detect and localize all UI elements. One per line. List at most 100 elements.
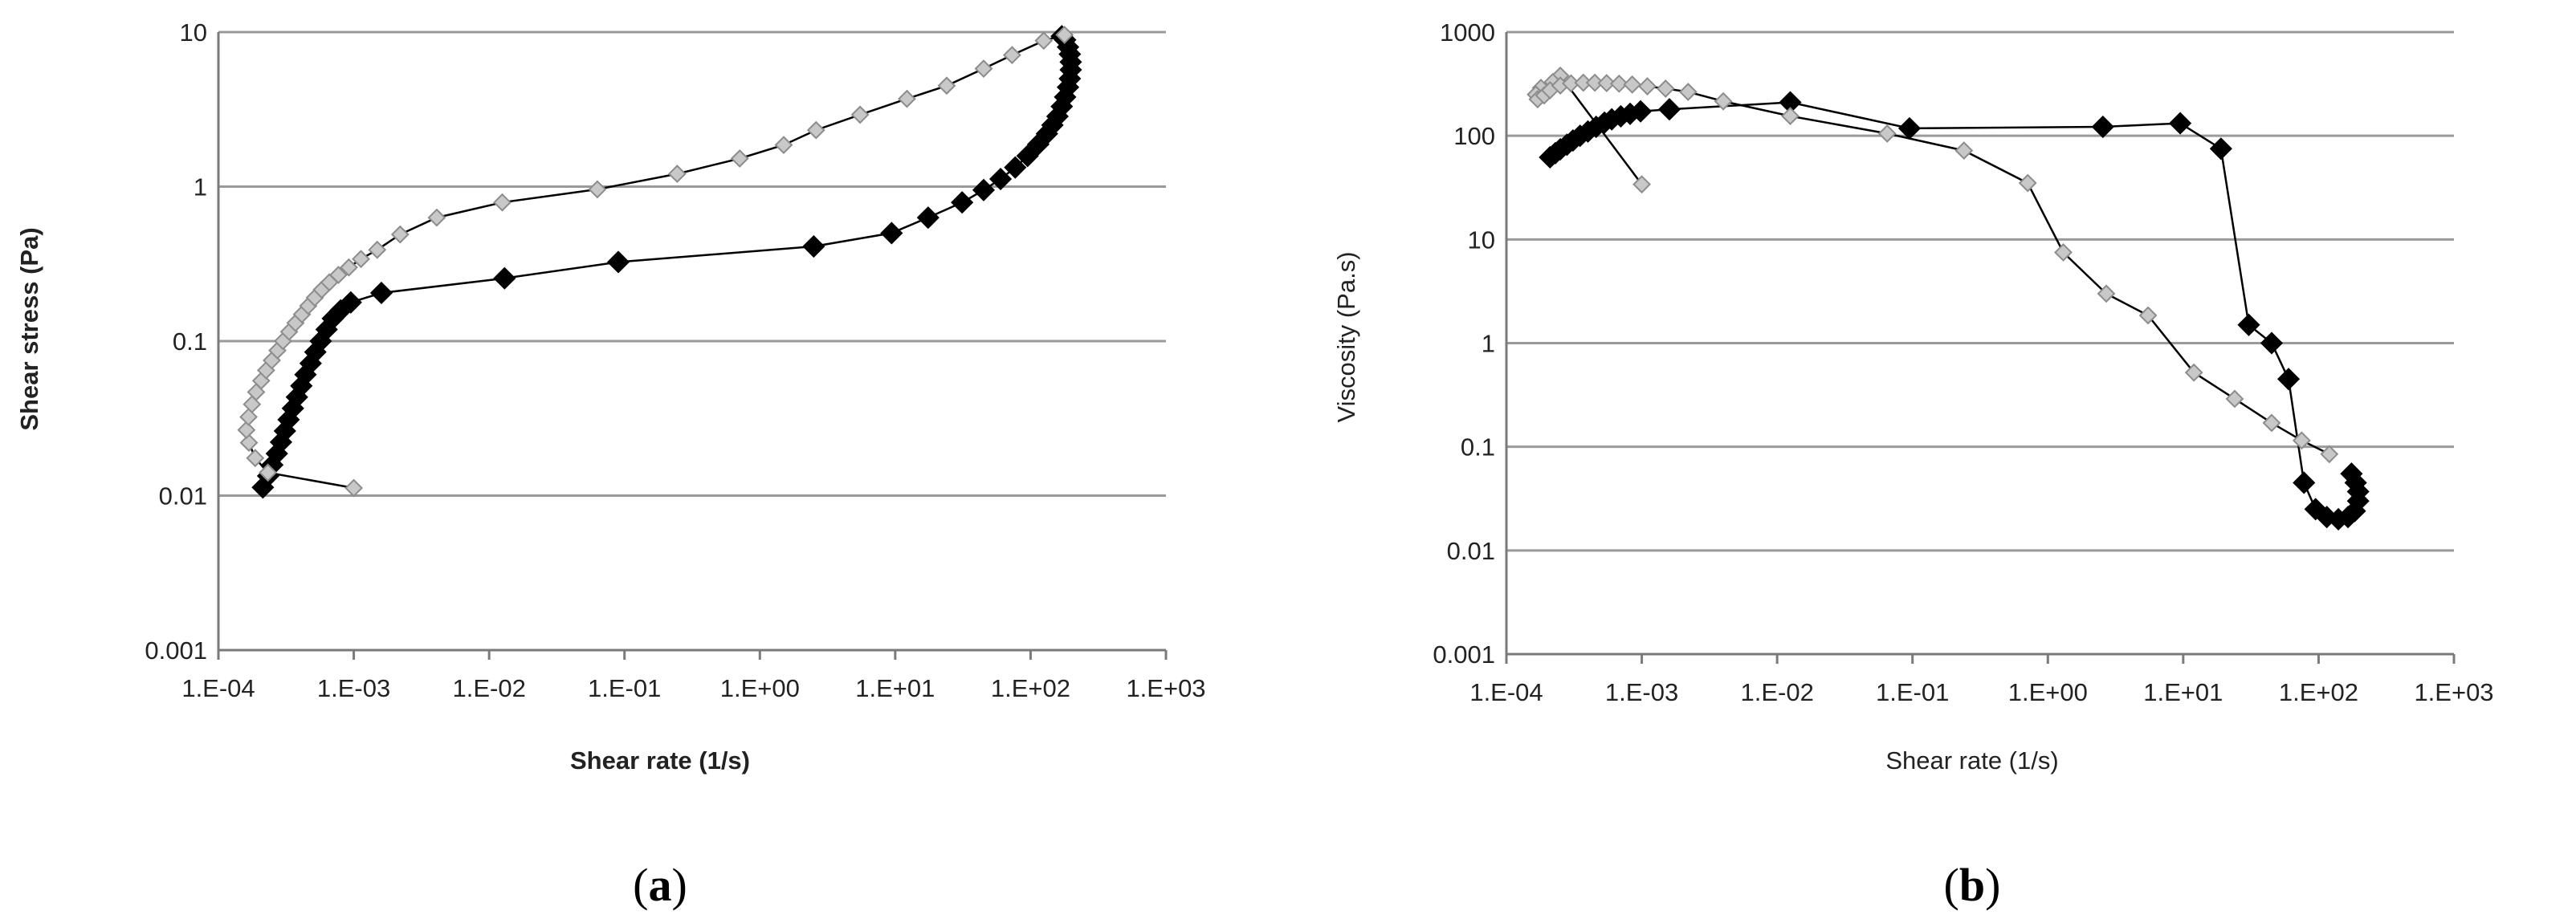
data-point	[1629, 100, 1653, 123]
series-line-1	[262, 35, 1072, 488]
data-point	[493, 266, 516, 290]
y-tick-label: 0.1	[173, 327, 207, 356]
x-tick-label: 1.E-01	[588, 674, 661, 702]
data-point	[1002, 46, 1021, 65]
data-point	[352, 250, 370, 269]
data-point	[1657, 98, 1681, 121]
data-point	[2138, 306, 2158, 325]
x-tick-label: 1.E-03	[1605, 678, 1678, 706]
data-point	[850, 105, 870, 124]
data-point	[802, 234, 825, 258]
chart-panel-a: 0.001 0.01 0.1 1 10 1.E-04 1.E-03 1.E-02 1.E-01 1…	[15, 18, 1206, 911]
shear-stress-chart: 0.001 0.01 0.1 1 10 1.E-04 1.E-03 1.E-02 1.E-01 1…	[15, 18, 1206, 911]
x-tick-label: 1.E-01	[1876, 678, 1949, 706]
data-point	[2209, 137, 2232, 161]
data-point	[1004, 156, 1027, 179]
data-point	[1678, 83, 1698, 101]
panel-label-letter: b	[1959, 859, 1985, 911]
data-point	[2293, 471, 2316, 494]
data-point	[667, 165, 687, 183]
viscosity-chart: 0.001 0.01 0.1 1 10 100 1000 1.E-04 1.E-03 1.E-02…	[1332, 18, 2494, 911]
data-point	[1656, 79, 1675, 98]
data-point	[2184, 363, 2203, 382]
data-point	[329, 266, 348, 284]
panel-label: (b)	[1944, 859, 2001, 911]
series-group	[1526, 66, 2370, 531]
y-tick-label: 10	[180, 18, 207, 47]
y-tick-label: 100	[1453, 122, 1495, 150]
data-point	[2276, 368, 2301, 391]
data-point	[2097, 284, 2116, 303]
x-tick-label: 1.E-02	[1740, 678, 1813, 706]
data-point	[1597, 74, 1616, 92]
x-tick-label: 1.E+02	[2279, 678, 2358, 706]
y-tick-label: 1	[194, 173, 207, 201]
data-point	[2320, 445, 2339, 464]
axes	[217, 32, 1168, 660]
data-point	[1609, 74, 1628, 93]
x-tick-label: 1.E+01	[2143, 678, 2223, 706]
x-axis-title: Shear rate (1/s)	[570, 746, 750, 775]
data-point	[2237, 313, 2260, 336]
data-point	[606, 250, 630, 274]
series-group	[237, 25, 1082, 499]
y-axis-title: Viscosity (Pa.s)	[1332, 251, 1360, 422]
data-point	[390, 225, 410, 244]
data-point	[2054, 243, 2073, 262]
grid-lines	[218, 30, 1166, 497]
data-point	[2260, 331, 2284, 355]
series-line-1	[1549, 101, 2359, 521]
data-point	[2018, 173, 2037, 193]
data-point	[493, 193, 512, 212]
x-tick-label: 1.E+01	[855, 674, 935, 702]
y-tick-label: 0.001	[1433, 640, 1495, 669]
data-point	[368, 240, 387, 259]
data-point	[1877, 124, 1897, 143]
data-point	[2340, 462, 2363, 486]
data-point	[427, 208, 446, 227]
panel-label: (a)	[633, 859, 687, 911]
grid-lines	[1506, 30, 2454, 552]
y-tick-label: 0.1	[1461, 433, 1495, 462]
data-point	[1585, 73, 1604, 92]
series-line-2	[1535, 74, 2330, 455]
data-point	[1055, 25, 1074, 44]
data-point	[951, 191, 974, 214]
y-tick-label: 0.01	[159, 482, 207, 510]
y-tick-label: 0.001	[145, 636, 207, 665]
data-point	[1034, 31, 1054, 51]
data-point	[1632, 175, 1651, 194]
y-axis-title: Shear stress (Pa)	[15, 227, 43, 430]
data-point	[880, 222, 903, 245]
data-point	[2169, 112, 2192, 135]
x-tick-label: 1.E+03	[2414, 678, 2493, 706]
x-axis-title: Shear rate (1/s)	[1885, 746, 2058, 775]
x-tick-label: 1.E-02	[452, 674, 525, 702]
data-point	[774, 136, 793, 155]
data-point	[2225, 389, 2244, 409]
data-point	[1638, 77, 1657, 96]
data-point	[988, 167, 1013, 191]
x-tick-label: 1.E+00	[2008, 678, 2088, 706]
data-point	[898, 89, 916, 108]
data-point	[2262, 413, 2281, 433]
data-point	[239, 408, 258, 426]
data-point	[1016, 144, 1039, 168]
y-tick-label: 1000	[1440, 18, 1495, 47]
data-point	[1781, 107, 1800, 125]
data-point	[974, 59, 993, 78]
data-point	[1623, 75, 1642, 94]
panel-label-letter: a	[649, 859, 672, 911]
series-line-2	[245, 34, 1065, 490]
data-point	[369, 281, 393, 305]
x-tick-label: 1.E-04	[1469, 678, 1543, 706]
y-tick-label: 0.01	[1447, 537, 1495, 565]
x-tick-label: 1.E+00	[720, 674, 800, 702]
tick-labels: 0.001 0.01 0.1 1 10 100 1000 1.E-04 1.E-03 1.E-02…	[1433, 18, 2493, 706]
data-point	[1954, 141, 1974, 161]
axes	[1505, 32, 2456, 664]
data-point	[2292, 431, 2311, 450]
x-tick-label: 1.E-03	[317, 674, 390, 702]
data-point	[937, 76, 956, 96]
data-point	[2091, 115, 2114, 139]
